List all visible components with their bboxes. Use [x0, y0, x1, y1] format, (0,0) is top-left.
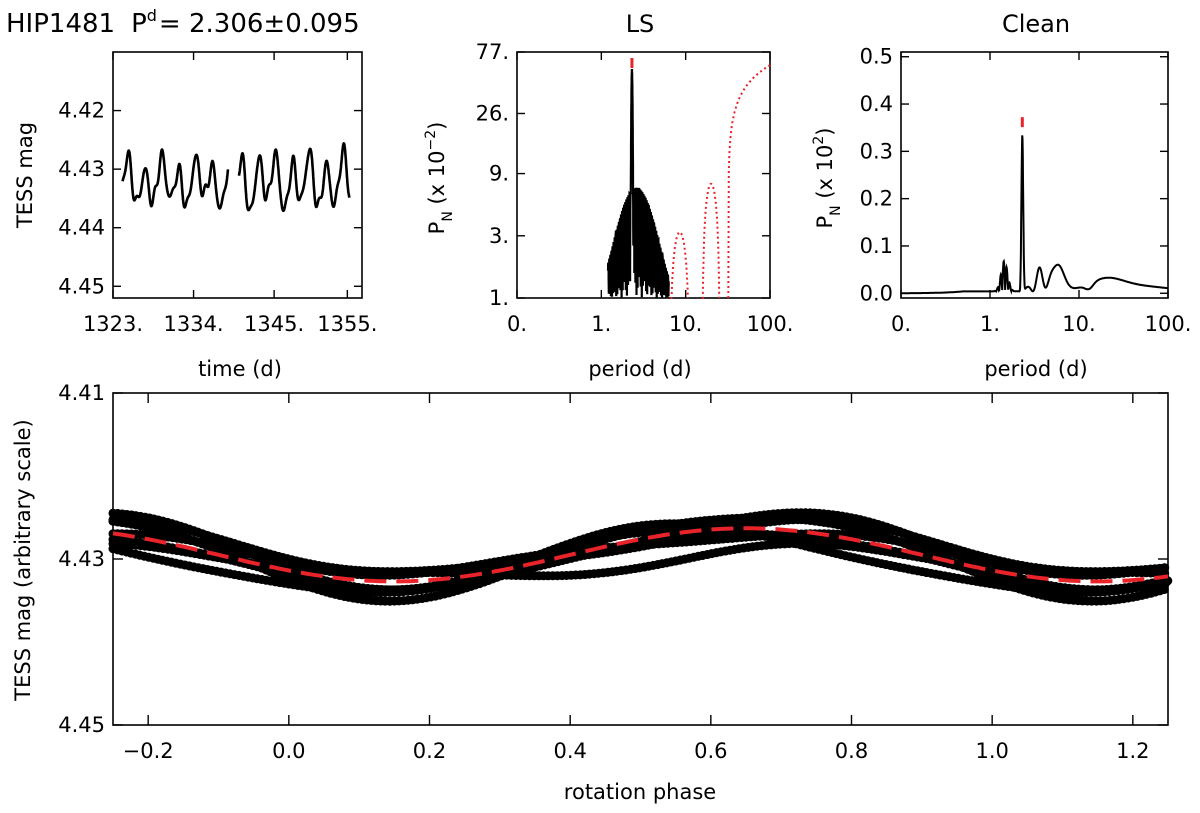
ls-power-curve: [606, 69, 670, 298]
phased-axes: −0.2 0.0 0.2 0.4 0.6 0.8 1.0 1.2 4.41 4.43 4.45: [58, 381, 1168, 763]
phased-xtick-label: 0.8: [835, 739, 868, 763]
phased-model-curve: [112, 526, 1169, 584]
clean-xtick-label: 0.: [891, 312, 911, 336]
ls-ytick-label: 26.: [476, 101, 509, 125]
lightcurve-xtick-label: 1345.: [244, 312, 304, 336]
phased-xtick-label: 0.4: [553, 739, 586, 763]
phased-xlabel: rotation phase: [564, 780, 716, 804]
phased-series: [108, 508, 1173, 606]
phased-ytick-label: 4.41: [58, 381, 105, 405]
clean-xlabel: period (d): [984, 357, 1087, 381]
ls-xlabel: period (d): [588, 357, 691, 381]
lightcurve-panel: 1323. 1334. 1345. 1355. 4.42 4.43 4.44 4.45 tim…: [13, 51, 377, 381]
clean-panel: 0. 1. 10. 100. 0.0 0.1 0.2 0.3 0.4 0.5 Clean peri…: [811, 10, 1191, 381]
clean-ytick-label: 0.2: [860, 187, 893, 211]
clean-ytick-label: 0.0: [860, 281, 893, 305]
lightcurve-segment: [121, 148, 230, 210]
phased-xtick-label: 1.2: [1116, 739, 1149, 763]
lightcurve-ytick-label: 4.44: [58, 216, 105, 240]
lightcurve-ytick-label: 4.42: [58, 99, 105, 123]
lightcurve-xtick-label: 1355.: [317, 312, 377, 336]
phased-ylabel: TESS mag (arbitrary scale): [11, 419, 35, 701]
ls-xtick-label: 1.: [591, 312, 611, 336]
clean-power-curve: [901, 135, 1169, 295]
ls-frame: [516, 51, 771, 299]
lightcurve-segment: [237, 142, 351, 213]
lightcurve-series: [121, 142, 351, 213]
ls-ytick-label: 9.: [489, 162, 509, 186]
phased-ytick-label: 4.45: [58, 713, 105, 737]
lightcurve-axes: 1323. 1334. 1345. 1355. 4.42 4.43 4.44 4.45: [58, 52, 377, 336]
ls-ytick-label: 3.: [489, 224, 509, 248]
phased-xtick-label: −0.2: [123, 739, 174, 763]
lightcurve-xtick-label: 1334.: [163, 312, 223, 336]
clean-ylabel: PN (x 102): [811, 128, 844, 229]
clean-series: [901, 117, 1169, 295]
clean-xtick-label: 1.: [980, 312, 1000, 336]
ls-panel: 0. 1. 10. 100.1.3.9.26.77. LS period (d) PN…: [423, 10, 793, 381]
ls-ytick-label: 1.: [489, 286, 509, 310]
phased-point-band-core: [112, 515, 1169, 604]
ls-title: LS: [626, 10, 655, 38]
phased-point-band-core: [112, 517, 1169, 574]
lightcurve-frame: [112, 51, 363, 299]
ls-window-peak: [670, 231, 689, 299]
clean-ytick-label: 0.5: [860, 45, 893, 69]
ls-ylabel: PN (x 10−2): [423, 122, 456, 235]
clean-xtick-label: 100.: [1145, 312, 1192, 336]
clean-ytick-label: 0.3: [860, 139, 893, 163]
lightcurve-ytick-label: 4.43: [58, 157, 105, 181]
phased-point-band-core: [112, 521, 1169, 595]
ls-series: [606, 58, 771, 299]
lightcurve-xlabel: time (d): [198, 357, 282, 381]
ls-window-peak: [727, 64, 771, 299]
clean-ytick-label: 0.4: [860, 92, 893, 116]
phased-xtick-label: 0.6: [694, 739, 727, 763]
ls-xtick-label: 0.: [507, 312, 527, 336]
phased-panel: −0.2 0.0 0.2 0.4 0.6 0.8 1.0 1.2 4.41 4.43 4.45 ro…: [11, 381, 1173, 804]
ls-window-peak: [701, 182, 721, 299]
figure-title: HIP1481 Pd= 2.306±0.095: [6, 6, 360, 39]
lightcurve-xtick-label: 1323.: [83, 312, 143, 336]
lightcurve-ytick-label: 4.45: [58, 274, 105, 298]
ls-ytick-label: 77.: [476, 40, 509, 64]
clean-frame: [900, 51, 1169, 299]
clean-xtick-label: 10.: [1062, 312, 1095, 336]
clean-axes: 0. 1. 10. 100. 0.0 0.1 0.2 0.3 0.4 0.5: [860, 45, 1192, 336]
ls-axes: 0. 1. 10. 100.1.3.9.26.77.: [476, 40, 794, 336]
phased-xtick-label: 0.0: [272, 739, 305, 763]
ls-xtick-label: 100.: [747, 312, 794, 336]
phased-xtick-label: 0.2: [413, 739, 446, 763]
clean-ytick-label: 0.1: [860, 234, 893, 258]
phased-xtick-label: 1.0: [975, 739, 1008, 763]
phased-ytick-label: 4.43: [58, 547, 105, 571]
lightcurve-ylabel: TESS mag: [13, 122, 37, 229]
ls-xtick-label: 10.: [669, 312, 702, 336]
clean-title: Clean: [1002, 10, 1070, 38]
